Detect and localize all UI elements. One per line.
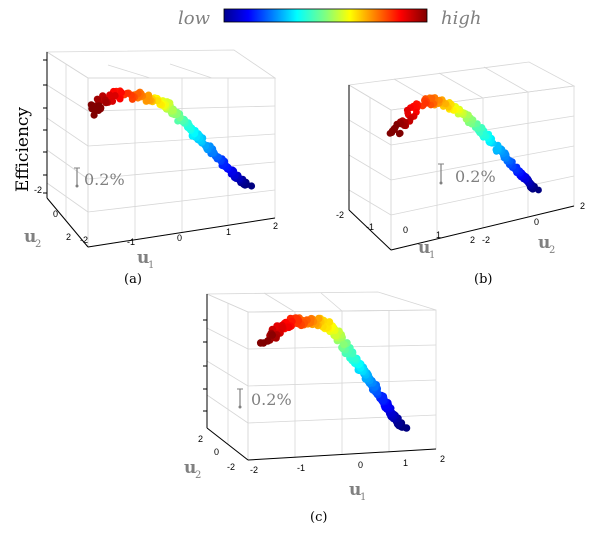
tick-label: -2 xyxy=(80,235,88,245)
tick-label: -2 xyxy=(336,210,344,220)
panel-caption: (a) xyxy=(124,272,142,287)
tick-label: 2 xyxy=(198,434,203,444)
scatter-point xyxy=(285,323,293,332)
scatter-point xyxy=(143,97,151,105)
scatter-point xyxy=(123,89,131,97)
tick-label: 0 xyxy=(403,225,408,235)
x-axis-label: u xyxy=(418,238,430,258)
panel-c-y-label: u 2 xyxy=(184,458,201,481)
panel-b-x-label: u 1 xyxy=(418,238,435,261)
tick-label: 0 xyxy=(534,217,539,227)
scatter-point xyxy=(108,97,117,105)
x-axis-label-sub: 1 xyxy=(148,260,154,271)
y-axis-label: u xyxy=(538,233,550,253)
tick-label: 0 xyxy=(358,460,363,470)
scatter-point xyxy=(388,128,396,136)
scatter-point xyxy=(428,94,436,102)
panel-a-scale-bar: 0.2% xyxy=(74,167,125,189)
panel-c-ticks: -2 -1 0 1 2 2 0 -2 xyxy=(198,434,445,475)
tick-label: 1 xyxy=(436,230,441,240)
panel-c: -2 -1 0 1 2 2 0 -2 u 1 u 2 0.2% (c) xyxy=(184,291,445,525)
tick-label: -1 xyxy=(297,463,305,473)
scale-annotation: 0.2% xyxy=(84,170,125,189)
panel-a: -2 -1 0 1 2 -2 0 2 Efficiency u 1 u 2 0.… xyxy=(13,49,278,287)
panel-c-scale-bar: 0.2% xyxy=(237,388,292,409)
tick-label: 0 xyxy=(214,447,219,457)
scatter-point xyxy=(106,91,114,99)
tick-label: 2 xyxy=(273,221,278,231)
scale-annotation: 0.2% xyxy=(455,167,496,186)
panel-caption: (c) xyxy=(310,510,327,525)
y-axis-label-sub: 2 xyxy=(35,239,41,250)
y-axis-label-sub: 2 xyxy=(195,470,201,481)
x-axis-label: u xyxy=(137,248,149,268)
x-axis-label-sub: 1 xyxy=(429,250,435,261)
scatter-point xyxy=(102,99,110,107)
scale-annotation: 0.2% xyxy=(251,390,292,409)
panel-a-scatter xyxy=(87,87,256,190)
scatter-point xyxy=(395,130,403,138)
scatter-point xyxy=(393,121,401,129)
x-axis-label-sub: 1 xyxy=(360,492,366,503)
colorbar-low-label: low xyxy=(178,8,211,29)
tick-label: -2 xyxy=(250,465,258,475)
panel-b-ticks: -2 -1 0 1 2 -2 0 2 xyxy=(336,201,585,245)
panel-c-scatter xyxy=(256,314,411,432)
panel-c-x-label: u 1 xyxy=(349,480,366,503)
panel-a-ticks: -2 -1 0 1 2 -2 0 2 xyxy=(34,185,278,247)
scatter-point xyxy=(268,331,277,339)
tick-label: 2 xyxy=(66,232,71,242)
panel-b-scale-bar: 0.2% xyxy=(438,163,496,186)
tick-label: -1 xyxy=(127,237,135,247)
tick-label: 2 xyxy=(440,454,445,464)
panel-a-axes xyxy=(43,52,276,248)
scatter-point xyxy=(259,339,268,347)
panel-caption: (b) xyxy=(474,272,492,287)
scatter-point xyxy=(90,106,98,114)
panel-a-box xyxy=(45,49,277,249)
y-axis-label-sub: 2 xyxy=(549,245,555,256)
x-axis-label: u xyxy=(349,480,361,500)
tick-label: -2 xyxy=(482,235,490,245)
scatter-point xyxy=(422,99,429,107)
colorbar xyxy=(223,8,428,23)
scatter-point xyxy=(117,88,125,97)
scatter-point xyxy=(325,318,334,326)
panel-b-axes xyxy=(348,85,575,251)
scatter-point xyxy=(111,92,119,100)
panel-a-y-label: u 2 xyxy=(24,227,41,250)
tick-label: 1 xyxy=(403,458,408,468)
panel-a-x-label: u 1 xyxy=(137,248,154,271)
panel-c-axes xyxy=(203,294,437,461)
scatter-point xyxy=(90,111,98,119)
scatter-point xyxy=(403,106,411,114)
tick-label: -2 xyxy=(34,185,42,195)
tick-label: -2 xyxy=(227,462,235,472)
colorbar-legend: low high xyxy=(178,8,481,29)
tick-label: 0 xyxy=(53,209,58,219)
scatter-point xyxy=(294,316,303,325)
y-axis-label: u xyxy=(24,227,36,247)
z-axis-label: Efficiency xyxy=(13,107,33,192)
tick-label: 2 xyxy=(580,201,585,211)
scatter-point xyxy=(93,95,101,103)
tick-label: 2 xyxy=(470,235,475,245)
tick-label: -1 xyxy=(366,222,374,232)
panel-b-scatter xyxy=(386,94,542,194)
panel-b: -2 -1 0 1 2 -2 0 2 u 1 u 2 0.2% (b) xyxy=(336,61,585,287)
tick-label: 1 xyxy=(226,227,231,237)
panel-b-box xyxy=(347,61,576,251)
colorbar-high-label: high xyxy=(441,8,481,29)
y-axis-label: u xyxy=(184,458,196,478)
tick-label: 0 xyxy=(177,233,182,243)
panel-b-y-label: u 2 xyxy=(538,233,555,256)
